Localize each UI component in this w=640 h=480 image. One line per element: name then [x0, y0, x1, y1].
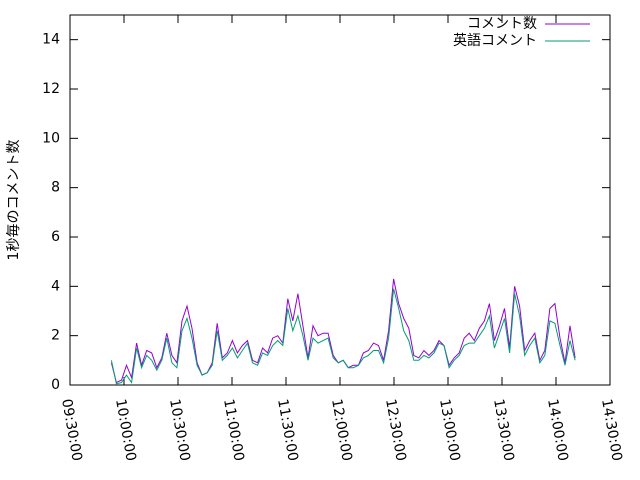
legend-label: 英語コメント — [453, 32, 537, 49]
y-axis-label: 1秒毎のコメント数 — [6, 140, 22, 261]
series-line — [110, 278, 576, 384]
x-tick-label: 14:00:00 — [544, 398, 571, 463]
y-tick-label: 0 — [51, 377, 60, 393]
x-tick-label: 11:00:00 — [220, 398, 247, 463]
x-tick-label: 10:30:00 — [166, 398, 193, 463]
y-tick-label: 4 — [51, 278, 60, 294]
x-tick-label: 12:30:00 — [382, 398, 409, 463]
y-tick-label: 6 — [51, 229, 60, 245]
y-tick-label: 12 — [42, 81, 60, 97]
x-tick-label: 12:00:00 — [328, 398, 355, 463]
y-tick-label: 2 — [51, 328, 60, 344]
x-tick-label: 14:30:00 — [598, 398, 625, 463]
plot-frame — [69, 14, 611, 386]
y-tick-label: 10 — [42, 130, 60, 146]
x-tick-label: 10:00:00 — [112, 398, 139, 463]
x-tick-label: 11:30:00 — [274, 398, 301, 463]
x-tick-label: 13:30:00 — [490, 398, 517, 463]
legend-label: コメント数 — [467, 16, 537, 32]
series-line — [110, 288, 576, 385]
x-tick-label: 13:00:00 — [436, 398, 463, 463]
y-tick-label: 14 — [42, 32, 60, 48]
y-tick-label: 8 — [51, 180, 60, 196]
x-tick-label: 09:30:00 — [58, 398, 85, 463]
